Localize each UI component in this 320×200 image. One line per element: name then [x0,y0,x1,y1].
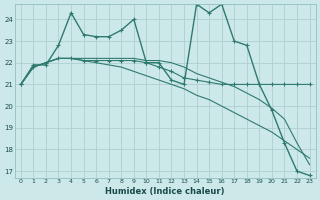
X-axis label: Humidex (Indice chaleur): Humidex (Indice chaleur) [106,187,225,196]
